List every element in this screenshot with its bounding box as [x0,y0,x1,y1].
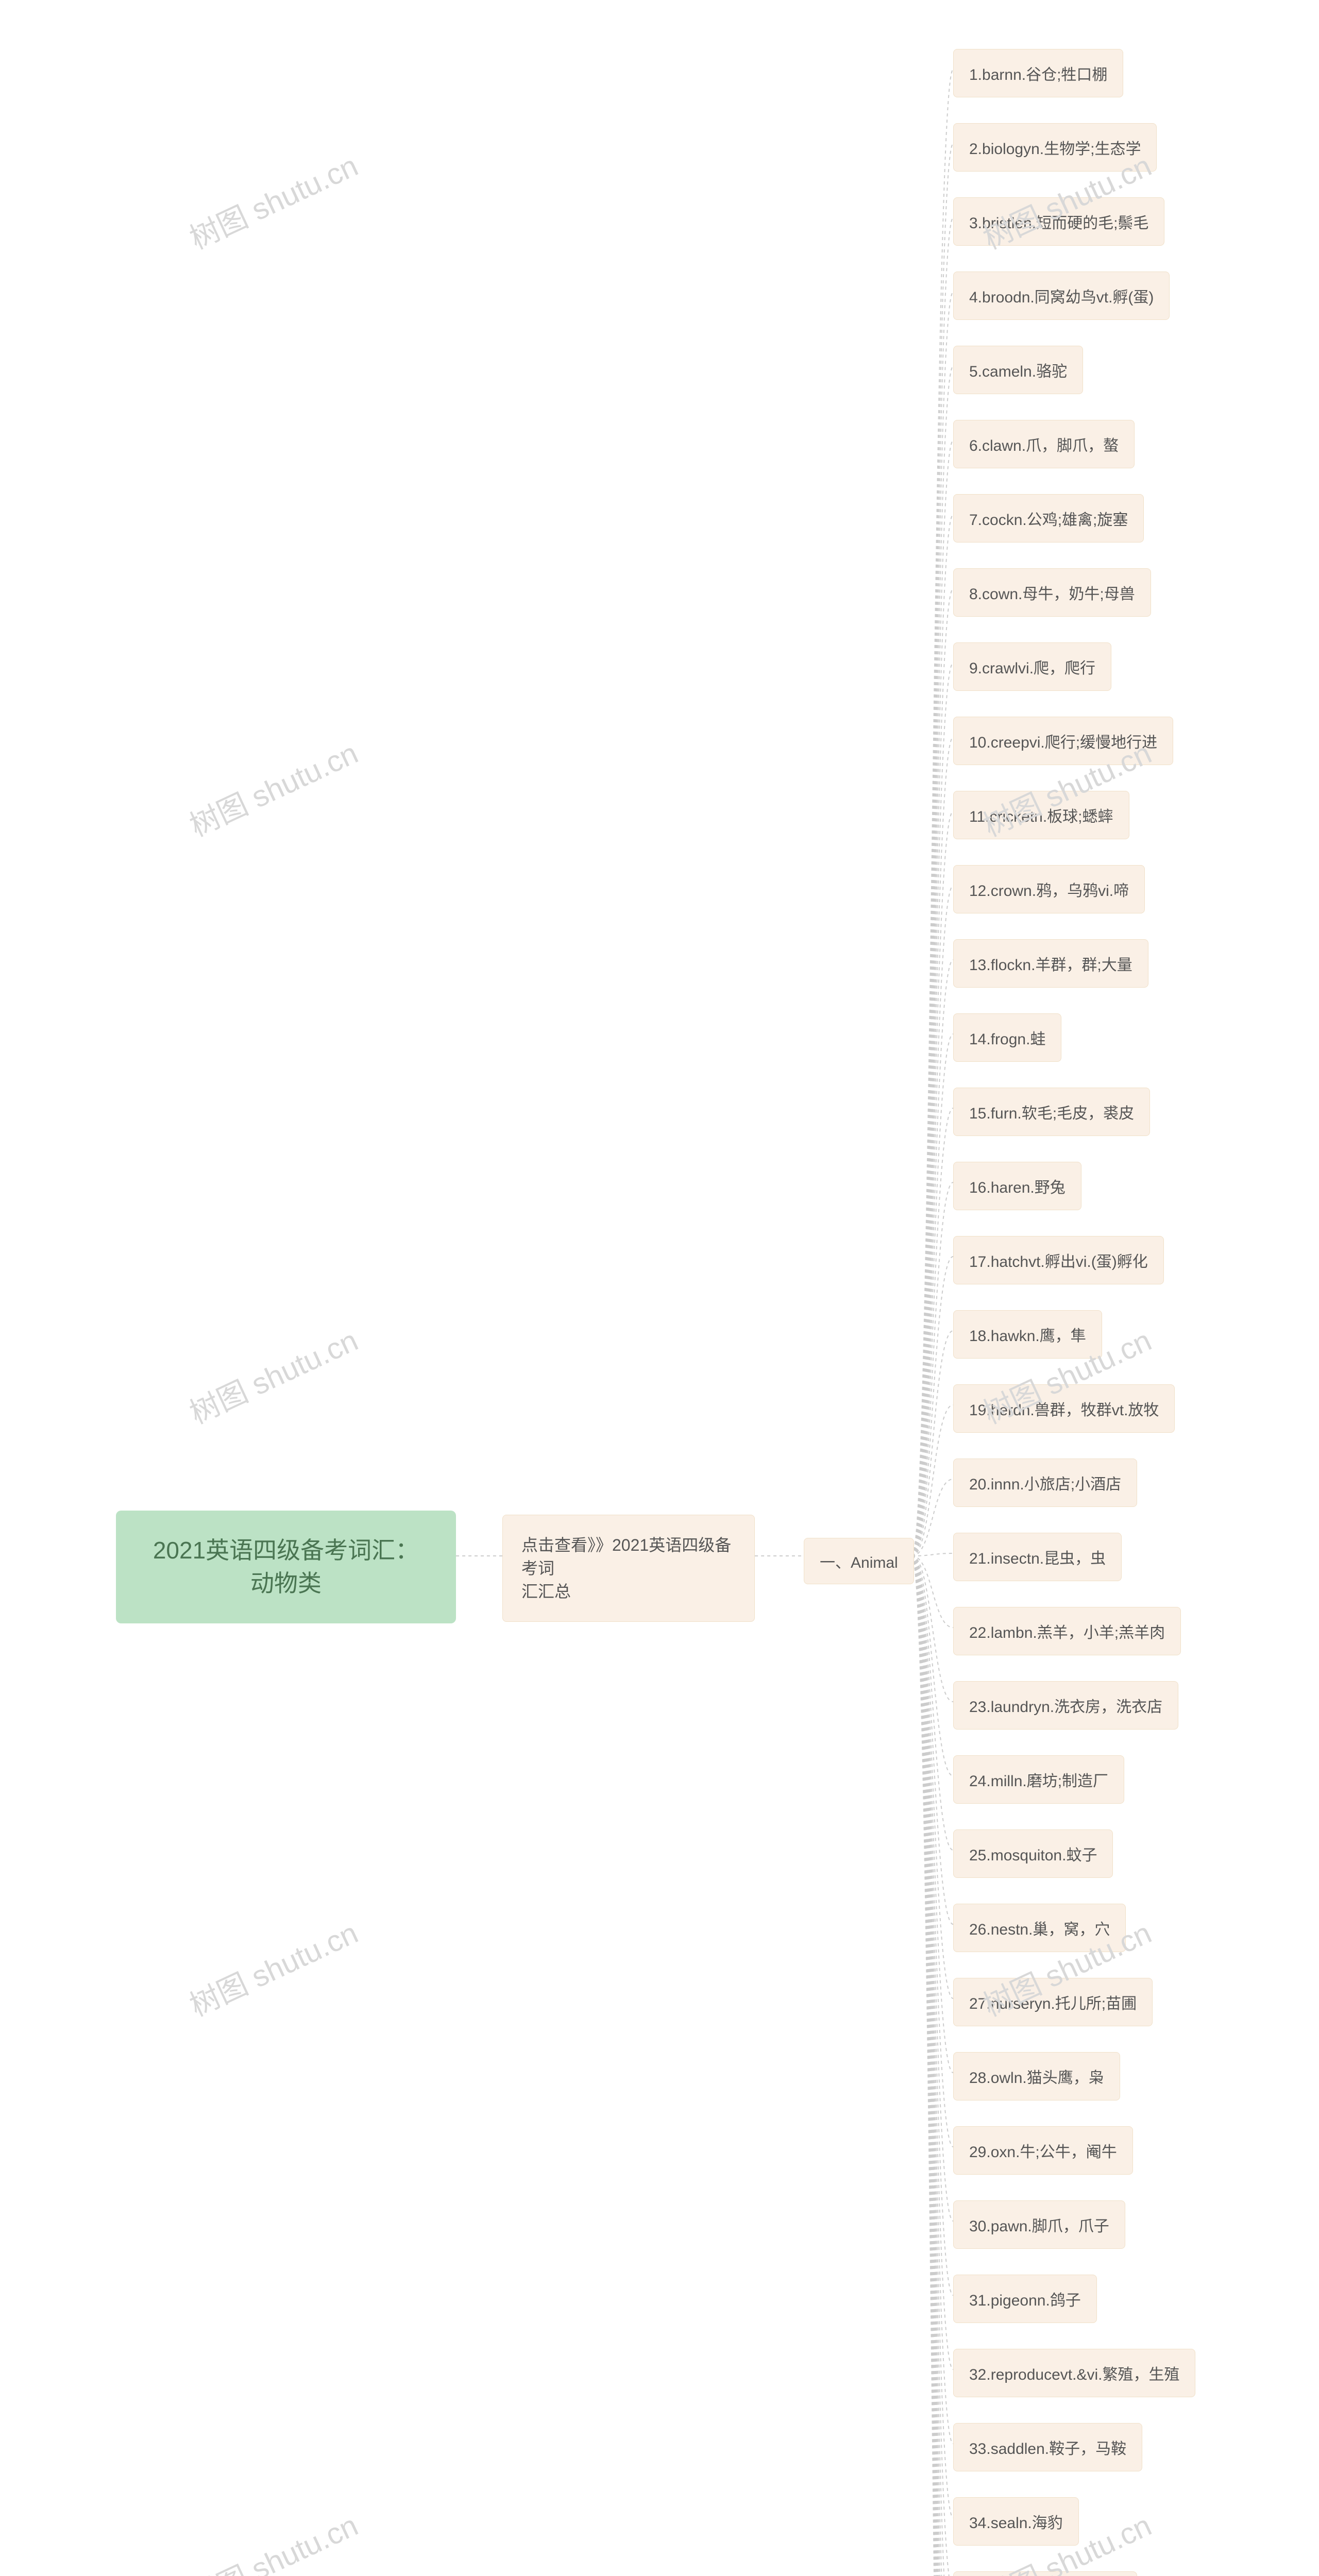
leaf-node: 26.nestn.巢，窝，穴 [953,1904,1126,1952]
leaf-node: 31.pigeonn.鸽子 [953,2275,1097,2323]
leaf-node: 32.reproducevt.&vi.繁殖，生殖 [953,2349,1195,2397]
leaf-node: 9.crawlvi.爬，爬行 [953,642,1111,691]
level2-node: 一、Animal [804,1538,914,1584]
leaf-node: 16.haren.野兔 [953,1162,1081,1210]
level2-label: 一、Animal [820,1554,898,1571]
level1-node: 点击查看》》2021英语四级备考词 汇汇总 [502,1515,755,1622]
leaf-node: 12.crown.鸦，乌鸦vi.啼 [953,865,1145,913]
leaf-node: 23.laundryn.洗衣房，洗衣店 [953,1681,1178,1730]
leaf-node: 22.lambn.羔羊，小羊;羔羊肉 [953,1607,1181,1655]
leaf-node: 2.biologyn.生物学;生态学 [953,123,1157,172]
leaf-node: 5.cameln.骆驼 [953,346,1083,394]
leaf-node: 33.saddlen.鞍子，马鞍 [953,2423,1142,2471]
leaf-node: 13.flockn.羊群，群;大量 [953,939,1148,988]
leaf-node: 1.barnn.谷仓;牲口棚 [953,49,1123,97]
leaf-node: 21.insectn.昆虫，虫 [953,1533,1122,1581]
leaf-node: 25.mosquiton.蚊子 [953,1829,1113,1878]
leaf-node: 4.broodn.同窝幼鸟vt.孵(蛋) [953,272,1170,320]
level1-label-line2: 汇汇总 [521,1582,571,1601]
leaf-node: 3.bristlen.短而硬的毛;鬃毛 [953,197,1164,246]
leaf-node: 6.clawn.爪，脚爪，螯 [953,420,1135,468]
leaf-node: 17.hatchvt.孵出vi.(蛋)孵化 [953,1236,1164,1284]
leaf-node: 34.sealn.海豹 [953,2497,1079,2546]
level1-label-line1: 点击查看》》2021英语四级备考词 [521,1536,731,1578]
leaf-node: 29.oxn.牛;公牛，阉牛 [953,2126,1133,2175]
leaf-node: 30.pawn.脚爪，爪子 [953,2200,1125,2249]
root-label-line2: 动物类 [250,1570,322,1597]
leaf-node: 10.creepvi.爬行;缓慢地行进 [953,717,1173,765]
leaf-node: 27.nurseryn.托儿所;苗圃 [953,1978,1153,2026]
leaf-node: 24.milln.磨坊;制造厂 [953,1755,1124,1804]
leaf-node: 20.innn.小旅店;小酒店 [953,1459,1137,1507]
root-node: 2021英语四级备考词汇： 动物类 [116,1511,456,1623]
root-label-line1: 2021英语四级备考词汇： [153,1537,419,1564]
leaf-node: 18.hawkn.鹰，隼 [953,1310,1102,1359]
leaf-node: 11.cricketn.板球;蟋蟀 [953,791,1129,839]
leaf-node: 28.owln.猫头鹰，枭 [953,2052,1120,2100]
leaf-node: 7.cockn.公鸡;雄禽;旋塞 [953,494,1144,543]
leaf-node: 15.furn.软毛;毛皮，裘皮 [953,1088,1150,1136]
connector-svg [0,0,1319,2576]
leaf-node: 8.cown.母牛，奶牛;母兽 [953,568,1151,617]
mindmap-canvas: 2021英语四级备考词汇： 动物类 点击查看》》2021英语四级备考词 汇汇总 … [0,0,1319,2576]
leaf-node: 14.frogn.蛙 [953,1013,1061,1062]
leaf-node: 35.shelln.壳;贝壳;炮弹 [953,2571,1137,2576]
leaf-node: 19.herdn.兽群，牧群vt.放牧 [953,1384,1175,1433]
